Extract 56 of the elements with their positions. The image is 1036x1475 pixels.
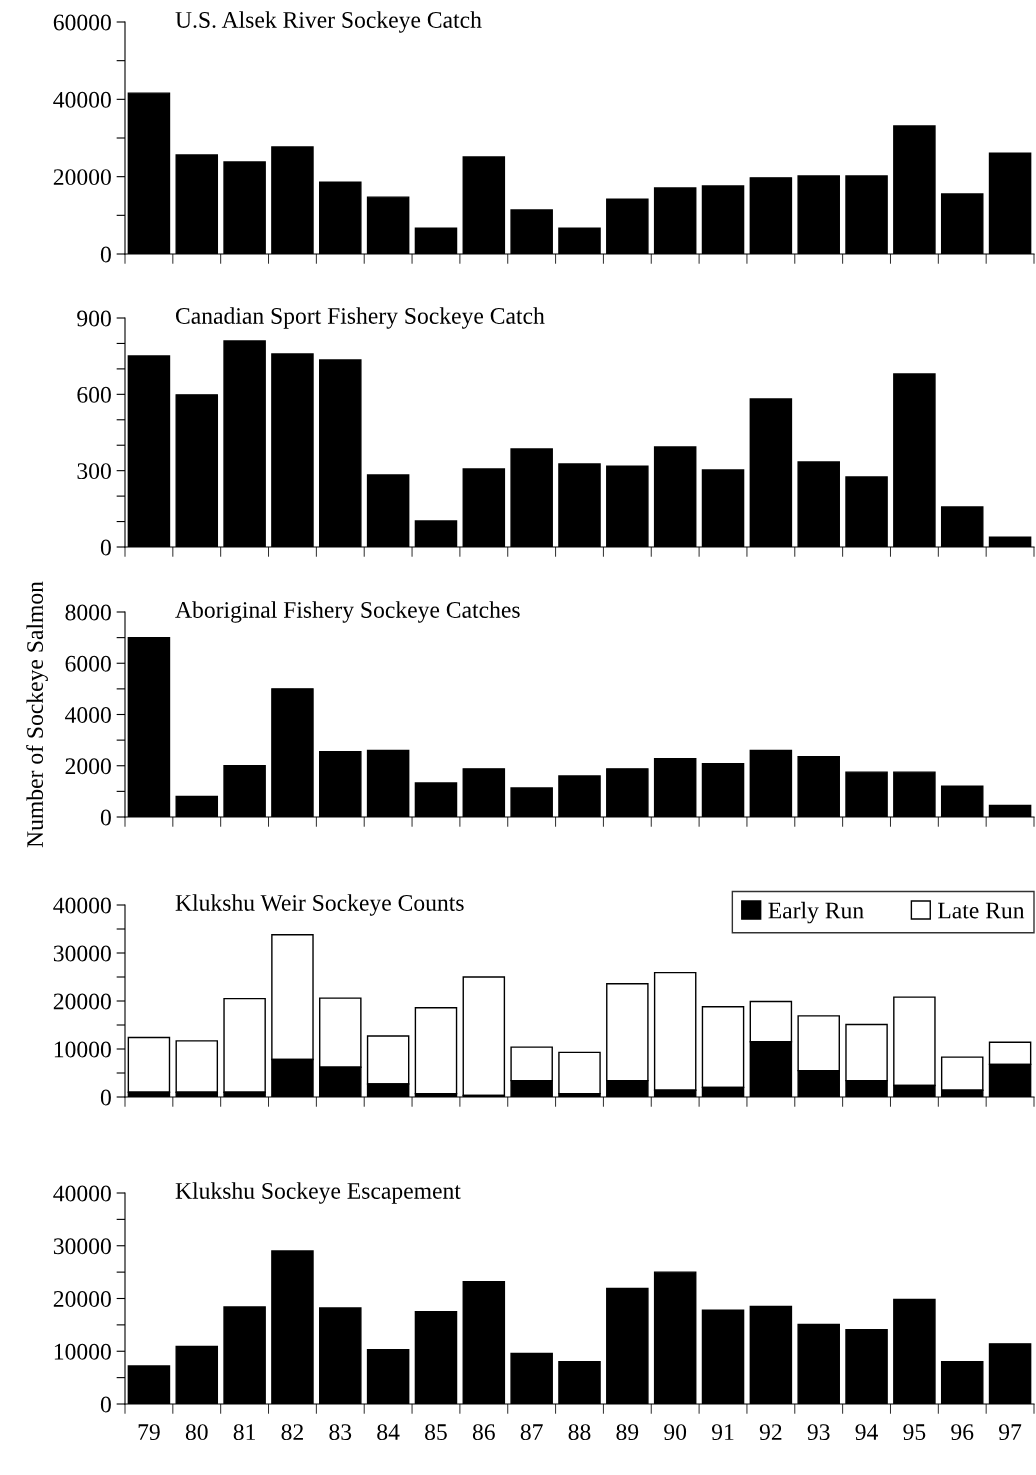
y-tick-label: 0 <box>100 809 111 826</box>
y-tick-label: 300 <box>77 463 111 480</box>
x-tick-label: 81 <box>233 1424 255 1441</box>
y-tick-label: 2000 <box>65 758 111 775</box>
x-tick-label: 97 <box>999 1424 1022 1441</box>
bar <box>462 976 506 1097</box>
y-tick-label: 8000 <box>65 604 111 621</box>
x-tick-label: 84 <box>377 1424 400 1441</box>
y-tick-label: 0 <box>100 246 111 263</box>
bar <box>127 1036 171 1093</box>
chart-title: U.S. Alsek River Sockeye Catch <box>175 11 482 33</box>
y-tick-label: 600 <box>77 386 111 403</box>
y-tick-label: 4000 <box>65 706 111 723</box>
bar <box>558 1051 601 1095</box>
x-tick-label: 85 <box>425 1424 447 1441</box>
x-tick-label: 86 <box>472 1424 495 1441</box>
legend-label: Early Run <box>768 901 864 924</box>
y-tick-label: 900 <box>77 310 111 327</box>
x-tick-label: 91 <box>711 1424 734 1441</box>
y-tick-label: 40000 <box>53 897 111 914</box>
bar <box>414 1007 458 1095</box>
y-tick-label: 0 <box>100 539 111 556</box>
y-axis-title: Number of Sockeye Salmon <box>26 581 48 848</box>
y-tick-label: 0 <box>100 1396 111 1413</box>
x-tick-label: 83 <box>329 1424 352 1441</box>
y-tick-label: 30000 <box>53 945 111 962</box>
bar <box>175 1040 219 1093</box>
x-tick-label: 88 <box>568 1424 591 1441</box>
y-tick-label: 10000 <box>54 1041 111 1058</box>
y-tick-label: 6000 <box>65 655 111 672</box>
y-tick-label: 20000 <box>53 1290 111 1307</box>
x-tick-label: 80 <box>185 1424 208 1441</box>
chart-title: Klukshu Weir Sockeye Counts <box>175 894 464 916</box>
x-tick-label: 95 <box>903 1424 926 1441</box>
y-tick-label: 10000 <box>54 1343 111 1360</box>
x-tick-label: 89 <box>616 1424 639 1441</box>
chart-title: Klukshu Sockeye Escapement <box>175 1182 461 1204</box>
y-tick-label: 20000 <box>53 169 111 186</box>
legend-label: Late Run <box>938 902 1025 919</box>
y-tick-label: 40000 <box>53 1185 111 1202</box>
y-tick-label: 20000 <box>53 993 111 1010</box>
y-tick-label: 40000 <box>53 91 111 108</box>
x-tick-label: 87 <box>520 1424 543 1441</box>
y-tick-label: 0 <box>100 1089 111 1106</box>
chart-title: Canadian Sport Fishery Sockeye Catch <box>175 307 545 329</box>
x-tick-label: 82 <box>281 1424 303 1441</box>
x-tick-label: 93 <box>807 1424 830 1441</box>
x-tick-label: 92 <box>759 1424 782 1441</box>
x-tick-label: 79 <box>138 1424 160 1441</box>
x-tick-label: 94 <box>855 1424 878 1441</box>
bar <box>223 997 266 1093</box>
x-tick-label: 96 <box>951 1424 974 1441</box>
y-tick-label: 60000 <box>53 14 111 31</box>
x-tick-label: 90 <box>664 1424 687 1441</box>
y-tick-label: 30000 <box>53 1238 111 1255</box>
chart-title: Aboriginal Fishery Sockeye Catches <box>175 601 520 623</box>
